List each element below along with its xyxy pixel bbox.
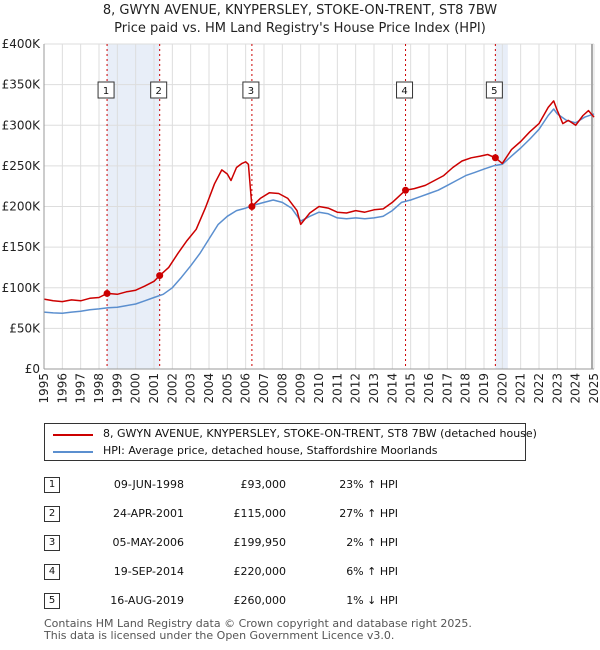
x-tick-label: 1999	[110, 373, 124, 404]
sale-point	[402, 186, 410, 194]
sale-hpi: 23% ↑ HPI	[339, 478, 398, 491]
sale-hpi: 27% ↑ HPI	[339, 507, 398, 520]
x-tick-label: 1997	[74, 373, 88, 404]
x-tick-label: 2002	[165, 373, 179, 404]
sale-number: 3	[44, 534, 60, 551]
x-tick-label: 2001	[147, 373, 161, 404]
x-tick-label: 1998	[92, 373, 106, 404]
sale-hpi: 2% ↑ HPI	[346, 536, 398, 549]
sale-label-box	[396, 81, 414, 99]
x-tick-label: 2019	[477, 373, 491, 404]
x-tick-label: 1995	[37, 373, 51, 404]
sale-number: 1	[44, 476, 60, 493]
sale-number: 2	[44, 505, 60, 522]
table-row: 3 05-MAY-2006 £199,950 2% ↑ HPI	[44, 528, 398, 557]
sale-label-box	[485, 81, 503, 99]
chart-subtitle: Price paid vs. HM Land Registry's House …	[114, 21, 486, 36]
table-row: 5 16-AUG-2019 £260,000 1% ↓ HPI	[44, 586, 398, 615]
legend: 8, GWYN AVENUE, KNYPERSLEY, STOKE-ON-TRE…	[44, 423, 537, 461]
sale-point	[103, 289, 111, 297]
sale-point	[248, 203, 256, 211]
property-price-line	[43, 100, 595, 303]
sale-price: £260,000	[233, 594, 287, 607]
y-tick-label: £200K	[2, 200, 42, 214]
sale-label-number: 2	[155, 86, 161, 97]
sale-label-number: 5	[491, 86, 497, 97]
sale-hpi: 6% ↑ HPI	[346, 565, 398, 578]
x-tick-label: 2025	[587, 373, 600, 404]
sales-table: 1 09-JUN-1998 £93,000 23% ↑ HPI 2 24-APR…	[44, 470, 398, 615]
sale-date: 16-AUG-2019	[110, 594, 184, 607]
table-row: 2 24-APR-2001 £115,000 27% ↑ HPI	[44, 499, 398, 528]
footer: Contains HM Land Registry data © Crown c…	[44, 618, 472, 642]
x-tick-label: 2023	[550, 373, 564, 404]
legend-label-hpi: HPI: Average price, detached house, Staf…	[103, 444, 438, 457]
x-tick-label: 2017	[440, 373, 454, 404]
sale-number: 4	[44, 563, 60, 580]
sale-label-box	[242, 81, 260, 99]
x-tick-label: 2009	[294, 373, 308, 404]
sale-label-number: 4	[401, 86, 407, 97]
footer-license: This data is licensed under the Open Gov…	[44, 629, 395, 642]
y-tick-label: £250K	[2, 159, 42, 173]
sale-label-number: 1	[103, 86, 109, 97]
y-tick-label: £100K	[2, 281, 42, 295]
hpi-line	[43, 108, 595, 315]
sale-price: £220,000	[233, 565, 287, 578]
x-tick-label: 2011	[330, 373, 344, 404]
x-tick-label: 2008	[275, 373, 289, 404]
table-row: 1 09-JUN-1998 £93,000 23% ↑ HPI	[44, 470, 398, 499]
sale-number: 5	[44, 592, 60, 609]
sale-price: £199,950	[233, 536, 287, 549]
footer-copyright: Contains HM Land Registry data © Crown c…	[44, 617, 472, 630]
x-tick-label: 2016	[422, 373, 436, 404]
sale-label-number: 3	[248, 86, 254, 97]
sale-label-box	[150, 81, 168, 99]
x-tick-label: 2024	[569, 373, 583, 404]
legend-label-property: 8, GWYN AVENUE, KNYPERSLEY, STOKE-ON-TRE…	[103, 427, 537, 440]
x-tick-label: 2022	[532, 373, 546, 404]
y-tick-label: £300K	[2, 118, 42, 132]
sale-label-box	[97, 81, 115, 99]
table-row: 4 19-SEP-2014 £220,000 6% ↑ HPI	[44, 557, 398, 586]
x-tick-label: 2005	[220, 373, 234, 404]
sale-point	[156, 272, 164, 280]
x-tick-label: 2007	[257, 373, 271, 404]
sale-point	[491, 154, 499, 162]
sale-price: £115,000	[233, 507, 287, 520]
legend-swatch-property	[53, 434, 93, 436]
x-tick-label: 1996	[55, 373, 69, 404]
y-tick-label: £150K	[2, 240, 42, 254]
sale-date: 19-SEP-2014	[113, 565, 184, 578]
x-tick-label: 2000	[129, 373, 143, 404]
sale-date: 24-APR-2001	[112, 507, 184, 520]
x-tick-label: 2004	[202, 373, 216, 404]
x-tick-label: 2006	[239, 373, 253, 404]
y-tick-label: £0	[25, 362, 40, 376]
x-tick-label: 2018	[459, 373, 473, 404]
y-tick-label: £350K	[2, 78, 42, 92]
sale-date: 05-MAY-2006	[112, 536, 184, 549]
x-tick-label: 2003	[184, 373, 198, 404]
chart-title: 8, GWYN AVENUE, KNYPERSLEY, STOKE-ON-TRE…	[102, 3, 498, 18]
x-tick-label: 2015	[404, 373, 418, 404]
legend-swatch-hpi	[53, 451, 93, 453]
x-tick-label: 2020	[495, 373, 509, 404]
y-tick-label: £400K	[2, 37, 42, 51]
x-tick-label: 2010	[312, 373, 326, 404]
sale-hpi: 1% ↓ HPI	[346, 594, 398, 607]
x-tick-label: 2014	[385, 373, 399, 404]
x-tick-label: 2013	[367, 373, 381, 404]
y-tick-label: £50K	[9, 321, 41, 335]
x-tick-label: 2021	[514, 373, 528, 404]
sale-price: £93,000	[240, 478, 287, 491]
x-tick-label: 2012	[349, 373, 363, 404]
sale-date: 09-JUN-1998	[113, 478, 184, 491]
price-chart: 1 2 3 4 5 £0 £50K £100K £150K £200K £250K £300K £350…	[2, 37, 600, 404]
